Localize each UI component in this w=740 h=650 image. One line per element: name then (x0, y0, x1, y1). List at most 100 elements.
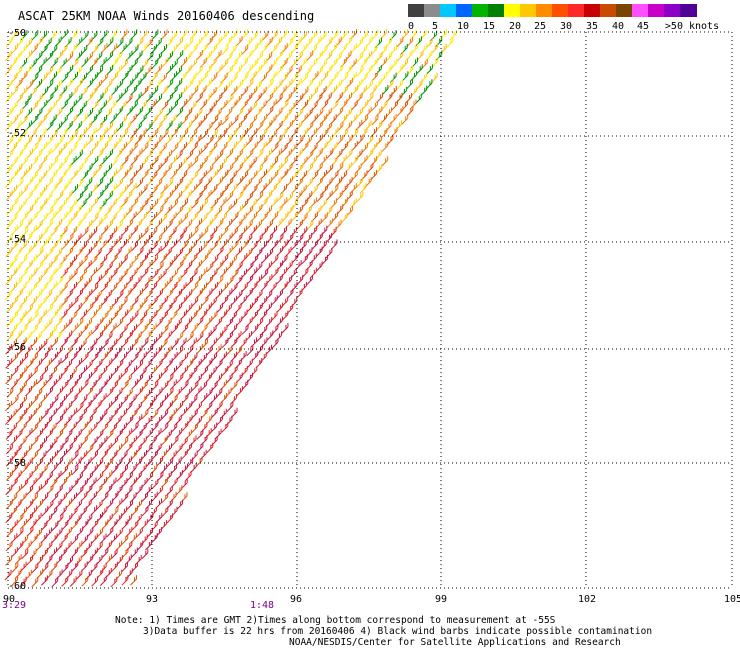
wind-barb (235, 50, 243, 62)
wind-barb (209, 100, 217, 111)
wind-barb (151, 408, 159, 420)
wind-barb (31, 156, 38, 167)
wind-barb (41, 506, 49, 517)
wind-barb (226, 401, 234, 412)
wind-barb (170, 44, 177, 55)
wind-barb (106, 429, 114, 440)
wind-barb (164, 330, 172, 341)
note-line-2: 3)Data buffer is 22 hrs from 20160406 4)… (143, 626, 653, 637)
wind-barb (14, 568, 22, 579)
wind-barb (5, 190, 13, 201)
wind-barb (116, 471, 124, 482)
wind-barb (55, 121, 63, 132)
wind-barb (110, 576, 118, 588)
wind-barb (91, 323, 99, 335)
wind-barb (230, 323, 238, 335)
wind-barb (121, 561, 129, 573)
wind-barb (190, 450, 198, 462)
wind-barb (45, 373, 53, 384)
wind-barb (245, 288, 253, 299)
wind-barb (159, 170, 167, 181)
wind-barb (124, 246, 132, 257)
wind-barb (431, 43, 438, 54)
wind-barb (119, 43, 127, 55)
wind-barb (345, 64, 352, 76)
wind-barb (195, 232, 203, 243)
wind-barb (265, 177, 273, 188)
note-line-3: NOAA/NESDIS/Center for Satellite Applica… (289, 637, 621, 648)
wind-barb (151, 478, 159, 490)
wind-barb (155, 387, 163, 398)
wind-barb (141, 408, 149, 420)
wind-barb (139, 422, 147, 434)
wind-barb (185, 232, 193, 243)
wind-barb (156, 456, 164, 467)
wind-barb (179, 337, 187, 349)
wind-barb (105, 190, 113, 202)
wind-barb (300, 254, 308, 265)
wind-barb (294, 65, 302, 76)
wind-barb (95, 442, 103, 453)
wind-barb (350, 100, 358, 111)
time-label-left: 3:29 (2, 600, 27, 611)
wind-barb (20, 450, 28, 461)
wind-barb (65, 330, 73, 341)
wind-barb (126, 499, 134, 511)
wind-barb (135, 106, 143, 117)
wind-barb (166, 457, 174, 468)
wind-barb (15, 163, 23, 175)
wind-barb (120, 351, 128, 363)
wind-barb (130, 575, 137, 586)
wind-barb (120, 254, 128, 265)
wind-barb (299, 281, 307, 293)
wind-barb (69, 421, 77, 432)
wind-barb (10, 142, 17, 153)
wind-barb (164, 233, 172, 245)
wind-barb (284, 92, 292, 103)
wind-barb (91, 197, 99, 208)
wind-barb (24, 540, 32, 551)
wind-barb (39, 379, 47, 391)
wind-barb (271, 267, 279, 279)
wind-barb (355, 149, 363, 160)
wind-barb (46, 205, 54, 217)
wind-barb (105, 79, 113, 90)
wind-barb (195, 148, 203, 159)
wind-barb (181, 449, 188, 460)
wind-barb (169, 408, 177, 419)
wind-barb (210, 240, 218, 251)
wind-barb (76, 485, 84, 496)
wind-barb (396, 79, 403, 90)
wind-barb (256, 331, 263, 343)
wind-barb (350, 43, 358, 54)
wind-barb (331, 99, 339, 111)
wind-barb (110, 548, 118, 560)
wind-barb (220, 324, 228, 336)
wind-barb (85, 219, 93, 231)
wind-barb (319, 155, 327, 166)
wind-barb (91, 351, 99, 363)
wind-barb (371, 114, 379, 126)
wind-barb (119, 212, 127, 223)
wind-barb (24, 344, 32, 356)
wind-barb (410, 71, 417, 82)
wind-barb (366, 148, 374, 159)
wind-barb (186, 78, 194, 89)
wind-barb (115, 345, 123, 357)
wind-barb (375, 37, 382, 48)
wind-barb (24, 218, 32, 229)
wind-barb (101, 491, 109, 503)
wind-barb (299, 170, 307, 181)
wind-barb (40, 323, 48, 334)
wind-barb (121, 380, 129, 391)
wind-barb (266, 106, 274, 117)
wind-barb (191, 156, 199, 167)
wind-barb (70, 435, 77, 446)
wind-barb (165, 260, 173, 271)
wind-barb (66, 78, 73, 89)
wind-barb (65, 569, 73, 580)
wind-barb (166, 513, 174, 524)
wind-barb (11, 85, 19, 96)
legend-tick-10: 10 (456, 21, 470, 32)
